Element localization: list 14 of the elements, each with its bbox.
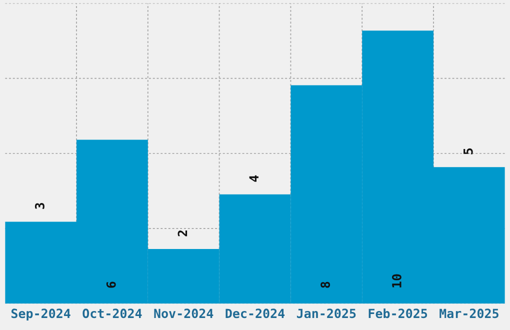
data-label: 8 <box>320 282 330 288</box>
x-tick-label: Sep-2024 <box>11 308 70 321</box>
data-label: 2 <box>178 230 188 236</box>
x-tick-label: Jan-2025 <box>296 308 356 318</box>
x-tick-label: Nov-2024 <box>154 308 214 318</box>
data-label: 5 <box>464 148 473 154</box>
data-label: 4 <box>249 175 258 182</box>
x-tick-label: Dec-2024 <box>226 308 285 318</box>
data-label: 10 <box>392 274 402 288</box>
data-label: 6 <box>106 282 116 288</box>
x-tick-label: Feb-2025 <box>368 308 428 318</box>
x-tick-label: Mar-2025 <box>440 308 498 318</box>
x-tick-label: Oct-2024 <box>82 308 142 318</box>
data-label: 3 <box>34 202 44 209</box>
